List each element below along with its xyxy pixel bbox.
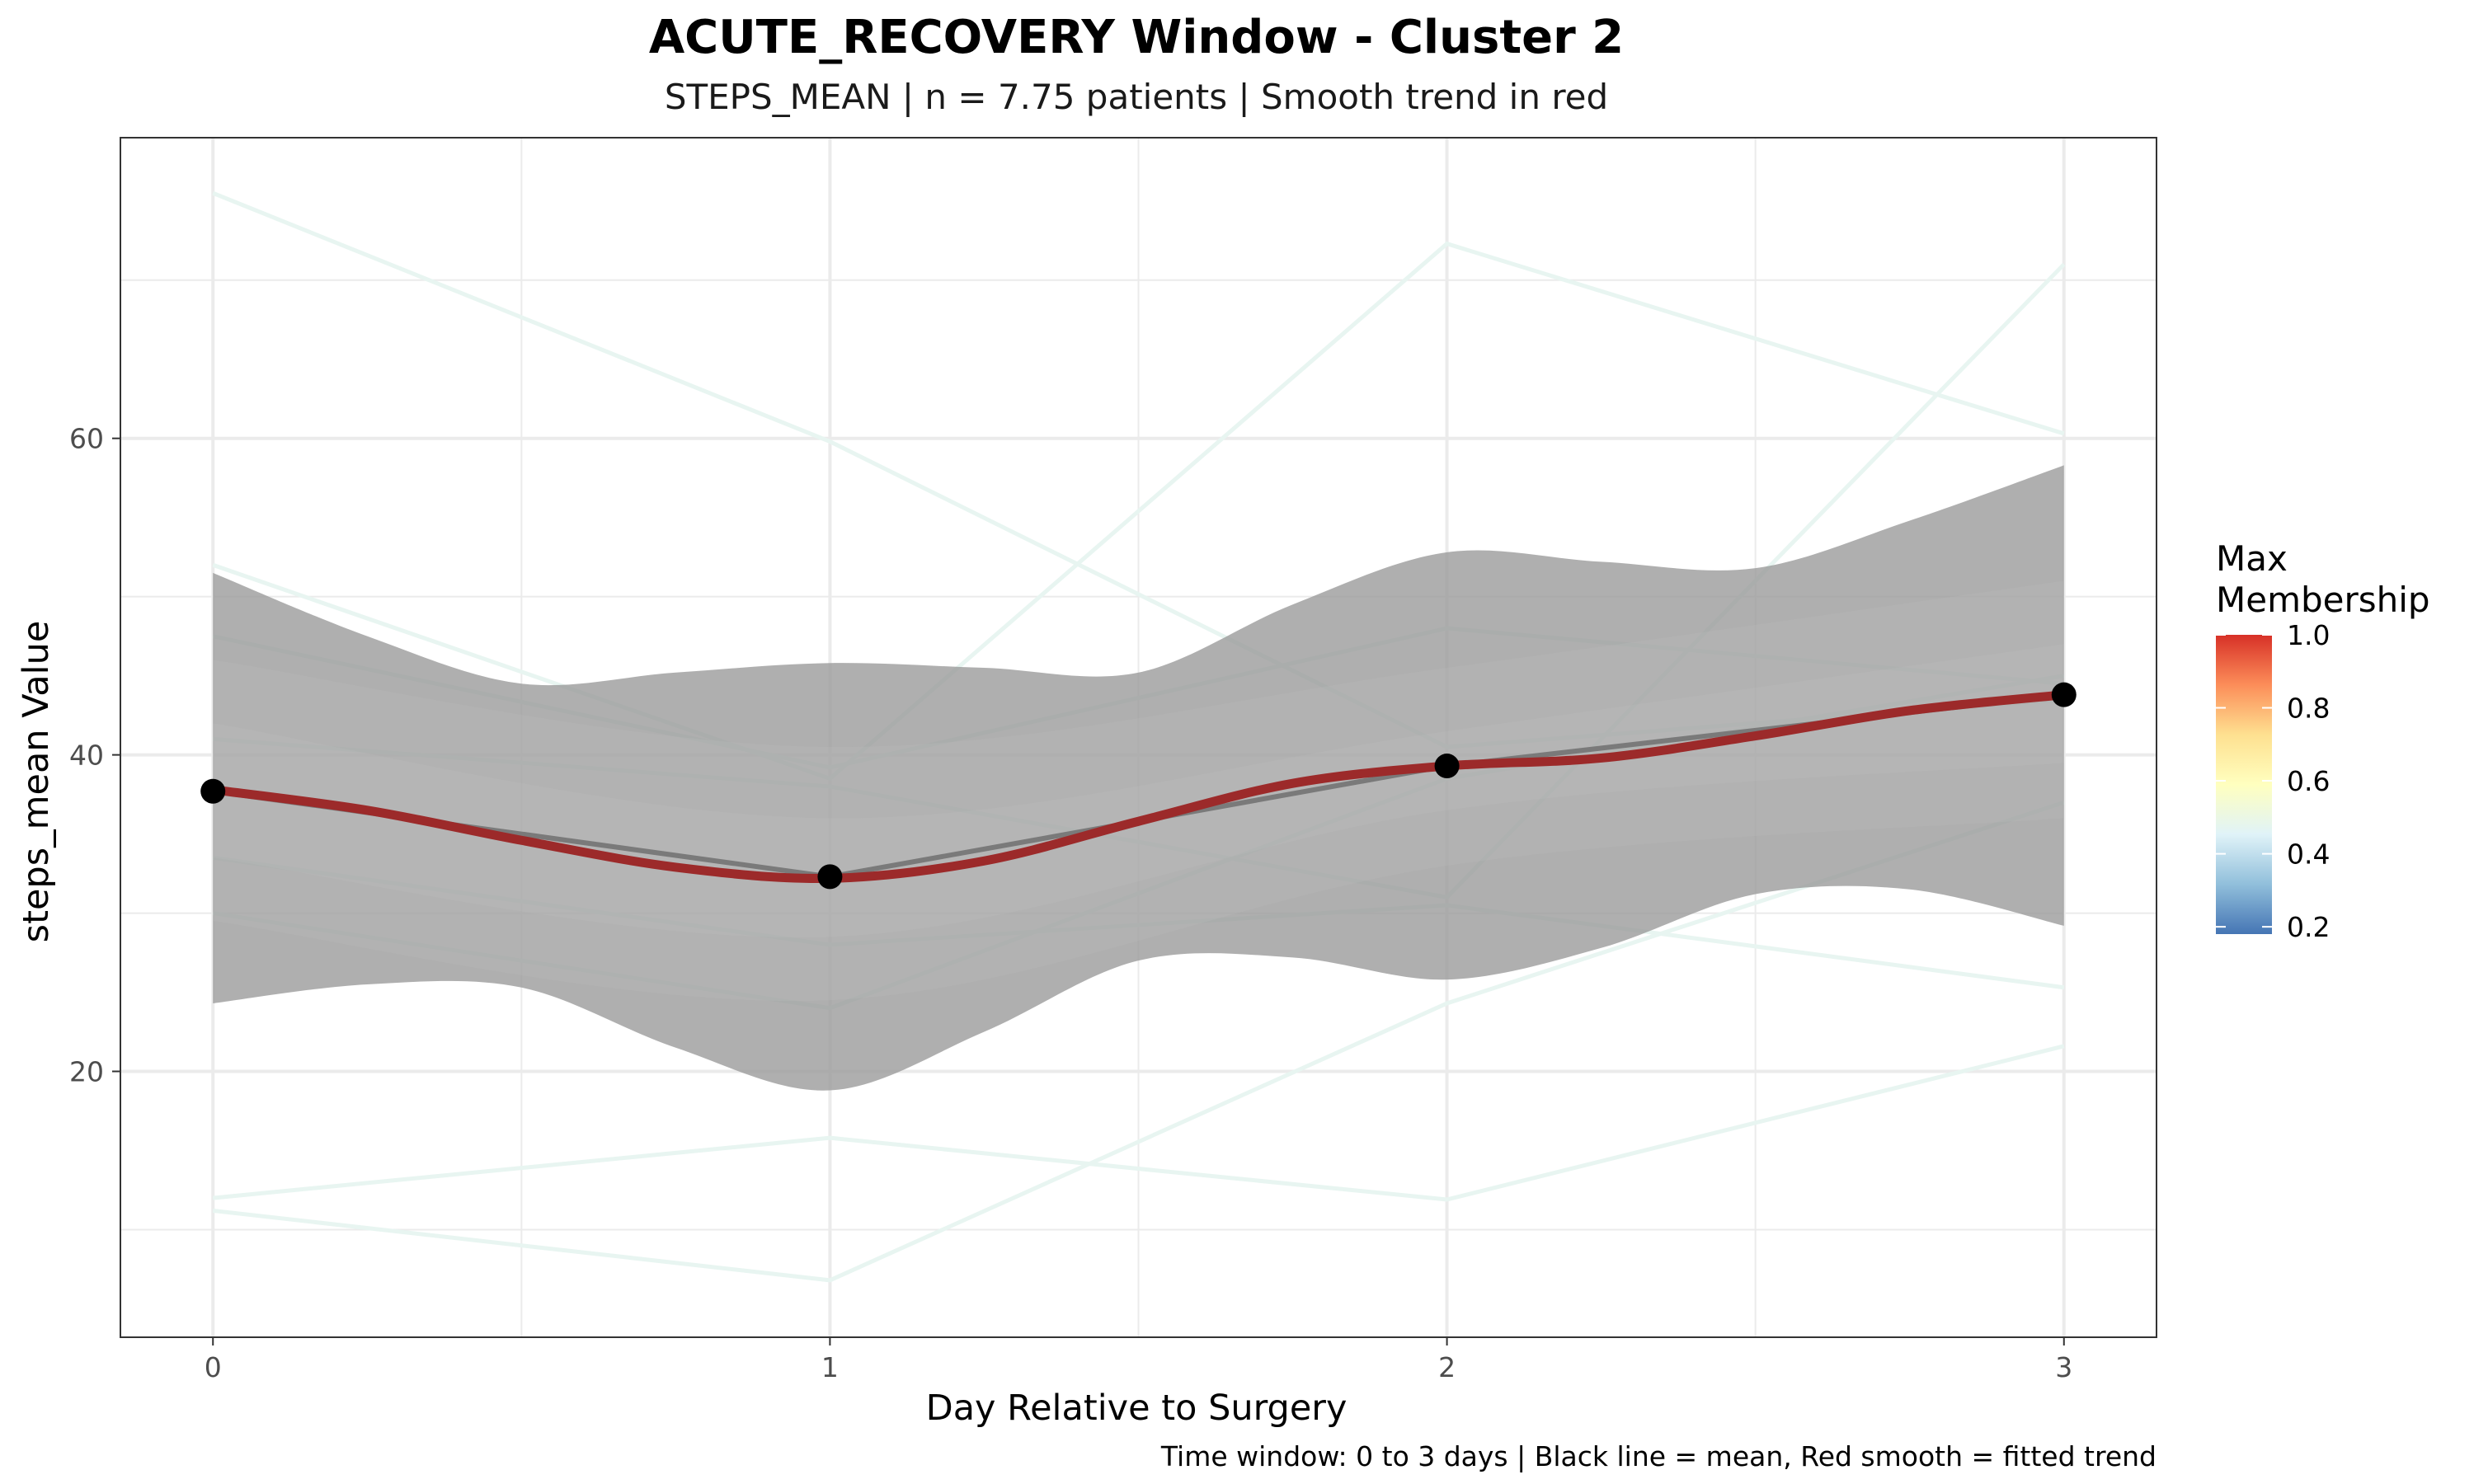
x-tick-label: 1 — [821, 1351, 839, 1383]
y-tick-label: 40 — [69, 740, 104, 772]
smooth-confidence-band — [213, 465, 2064, 1091]
individual-line — [212, 1044, 2065, 1202]
mean-ribbon — [213, 580, 2064, 1002]
legend-label: 0.8 — [2287, 693, 2330, 725]
x-tick-label: 3 — [2055, 1351, 2072, 1383]
chart-caption: Time window: 0 to 3 days | Black line = … — [1160, 1440, 2157, 1472]
x-axis-title: Day Relative to Surgery — [926, 1388, 1348, 1429]
y-axis-title: steps_mean Value — [16, 621, 57, 943]
y-tick-label: 20 — [69, 1056, 104, 1088]
panel-border — [120, 137, 2157, 1338]
smooth-trend-layer — [208, 690, 2069, 883]
legend-label: 1.0 — [2287, 619, 2330, 651]
legend: Max Membership 1.0 0.8 0.6 0.4 0.2 — [2216, 538, 2430, 943]
chart-subtitle: STEPS_MEAN | n = 7.75 patients | Smooth … — [665, 77, 1608, 117]
legend-label: 0.4 — [2287, 838, 2330, 871]
mean-point — [200, 778, 226, 804]
legend-title-line-2: Membership — [2216, 580, 2430, 620]
mean-points — [200, 682, 2077, 890]
legend-label: 0.2 — [2287, 911, 2330, 943]
y-tick-label: 60 — [69, 423, 104, 455]
legend-label: 0.6 — [2287, 765, 2330, 797]
individual-line — [212, 800, 2065, 1283]
mean-point — [1434, 754, 1460, 779]
x-tick-label: 0 — [205, 1351, 222, 1383]
x-tick-label: 2 — [1438, 1351, 1456, 1383]
legend-colorbar — [2216, 635, 2272, 934]
mean-point — [2051, 682, 2077, 707]
legend-title-line-1: Max — [2216, 538, 2288, 579]
chart-title: ACUTE_RECOVERY Window - Cluster 2 — [649, 11, 1624, 64]
individual-line — [212, 241, 2065, 782]
mean-point — [817, 864, 843, 890]
axis-ticks: 0 1 2 3 20 40 60 — [69, 423, 2072, 1383]
legend-ticks: 1.0 0.8 0.6 0.4 0.2 — [2216, 619, 2330, 943]
smooth-trend-line — [208, 690, 2069, 883]
